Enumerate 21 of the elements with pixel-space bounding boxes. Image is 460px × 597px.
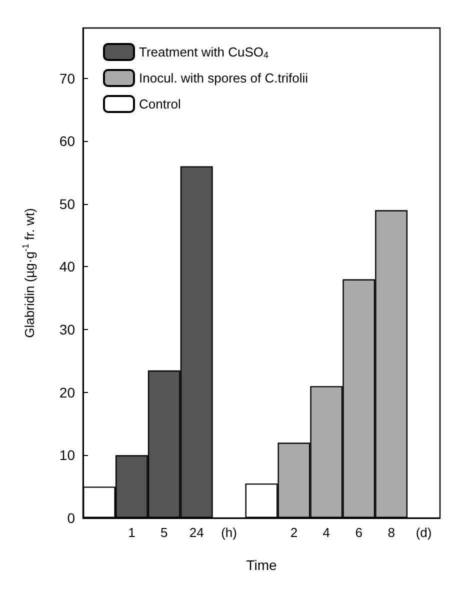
y-tick-label: 30: [59, 322, 76, 338]
x-tick-label: 6: [355, 525, 362, 540]
x-tick-label: (h): [221, 525, 237, 540]
y-tick-label: 70: [59, 70, 76, 86]
y-tick-label: 20: [59, 384, 76, 400]
x-tick-label: 5: [160, 525, 168, 540]
x-axis-title: Time: [246, 557, 278, 573]
x-tick-label: 4: [322, 525, 330, 540]
y-tick-label: 60: [59, 133, 76, 150]
y-tick-label: 50: [59, 196, 76, 212]
legend-label: Control: [139, 96, 182, 112]
x-tick-label: 24: [189, 525, 204, 540]
x-tick-label: 8: [388, 525, 395, 540]
y-axis-title: Glabridin (µg·g-1 fr. wt): [20, 208, 37, 338]
x-tick-label: 2: [290, 525, 298, 540]
y-tick-label: 40: [59, 258, 76, 275]
x-tick-label: 1: [128, 525, 136, 540]
y-tick-label: 0: [67, 510, 76, 526]
y-tick-label: 10: [59, 447, 76, 464]
legend-label: Inocul. with spores of C.trifolii: [139, 70, 308, 86]
x-tick-label: (d): [416, 525, 432, 540]
